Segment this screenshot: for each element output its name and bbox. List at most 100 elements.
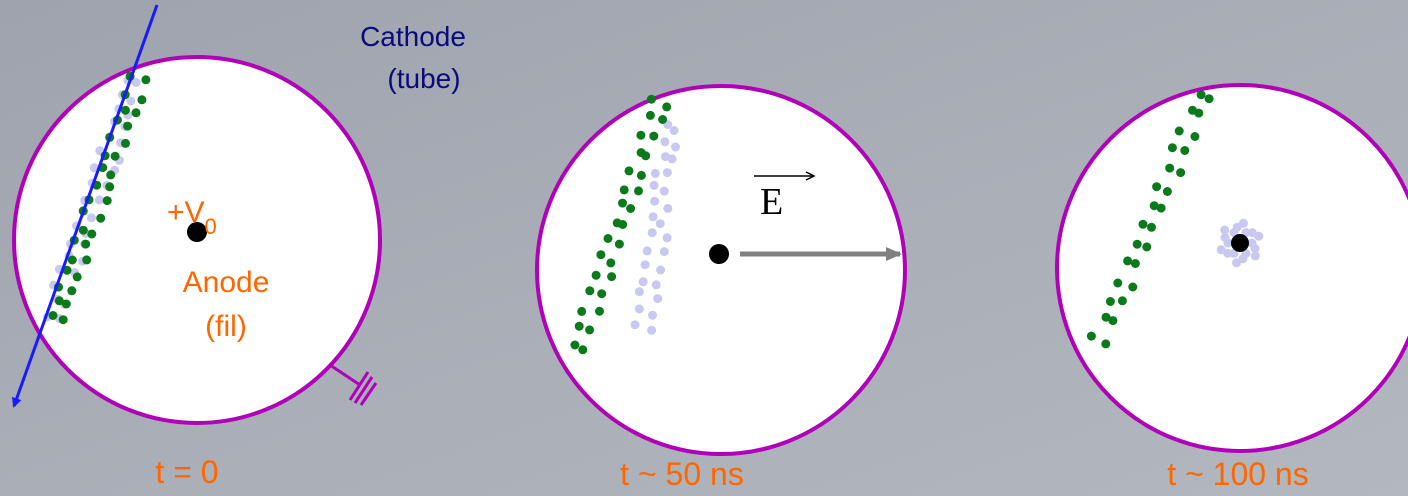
- electron: [1142, 242, 1151, 251]
- electron: [649, 132, 658, 141]
- ion: [651, 169, 660, 178]
- electron: [618, 220, 627, 229]
- ion: [641, 260, 650, 269]
- ion: [1232, 258, 1241, 267]
- electron: [68, 256, 77, 265]
- electron: [604, 234, 613, 243]
- ion: [660, 187, 669, 196]
- ion: [1220, 226, 1229, 235]
- electron: [570, 341, 579, 350]
- ion: [1239, 219, 1248, 228]
- electron: [1168, 143, 1177, 152]
- cathode-sublabel: (tube): [387, 63, 460, 94]
- anode-label: Anode: [183, 266, 270, 299]
- ion: [653, 294, 662, 303]
- ion: [635, 305, 644, 314]
- electron: [1139, 220, 1148, 229]
- ion: [668, 154, 677, 163]
- electron: [1131, 259, 1140, 268]
- ion: [647, 326, 656, 335]
- electron: [596, 250, 605, 259]
- ion: [635, 287, 644, 296]
- electron: [1113, 279, 1122, 288]
- ion: [663, 204, 672, 213]
- electron: [658, 115, 667, 124]
- ion: [648, 311, 657, 320]
- electron: [1133, 240, 1142, 249]
- ion: [631, 320, 640, 329]
- ion: [660, 247, 669, 256]
- electron: [79, 226, 88, 235]
- electron: [607, 272, 616, 281]
- electron: [132, 108, 141, 117]
- electron: [606, 258, 615, 267]
- tube-3: [1057, 85, 1408, 451]
- electron: [1147, 223, 1156, 232]
- electron: [615, 240, 624, 249]
- electron: [636, 131, 645, 140]
- ion: [656, 219, 665, 228]
- electron: [634, 186, 643, 195]
- electron: [67, 286, 76, 295]
- caption: t = 0: [155, 454, 218, 490]
- electron: [595, 307, 604, 316]
- field-label: E: [760, 181, 783, 223]
- caption: t ~ 50 ns: [620, 456, 744, 492]
- electron: [106, 170, 115, 179]
- electron: [1205, 94, 1214, 103]
- electron: [1175, 127, 1184, 136]
- electron: [87, 230, 96, 239]
- ion: [1251, 251, 1260, 260]
- electron: [637, 171, 646, 180]
- ion: [87, 213, 96, 222]
- electron: [1180, 146, 1189, 155]
- electron: [103, 196, 112, 205]
- electron: [1123, 256, 1132, 265]
- electron: [1128, 283, 1137, 292]
- ion: [95, 195, 104, 204]
- ion: [649, 212, 658, 221]
- ion: [670, 126, 679, 135]
- electron: [577, 307, 586, 316]
- electron: [1190, 132, 1199, 141]
- electron: [62, 300, 71, 309]
- electron: [625, 166, 634, 175]
- electron: [578, 345, 587, 354]
- anode-sublabel: (fil): [205, 310, 247, 343]
- electron: [1194, 109, 1203, 118]
- ion: [656, 266, 665, 275]
- electron: [1118, 296, 1127, 305]
- ion: [650, 181, 659, 190]
- ion: [671, 143, 680, 152]
- electron: [123, 122, 132, 131]
- ion: [663, 233, 672, 242]
- electron: [96, 214, 105, 223]
- diagram: E +V0 Anode (fil) Cathode (tube) t = 0 t…: [0, 0, 1408, 496]
- electron: [1197, 90, 1206, 99]
- electron: [1176, 168, 1185, 177]
- ion: [650, 197, 659, 206]
- electron: [1165, 164, 1174, 173]
- ion: [1254, 232, 1263, 241]
- electron: [1108, 316, 1117, 325]
- ion: [1217, 245, 1226, 254]
- electron: [575, 322, 584, 331]
- electron: [1106, 297, 1115, 306]
- cathode-label: Cathode: [360, 21, 466, 52]
- electron: [82, 255, 91, 264]
- electron: [1157, 204, 1166, 213]
- ion: [648, 228, 657, 237]
- electron: [585, 325, 594, 334]
- electron: [73, 272, 82, 281]
- ion: [652, 280, 661, 289]
- ion: [643, 246, 652, 255]
- electron: [585, 286, 594, 295]
- voltage-subscript: 0: [205, 214, 217, 239]
- electron: [141, 75, 150, 84]
- electron: [597, 289, 606, 298]
- electron: [1101, 339, 1110, 348]
- electron: [59, 315, 68, 324]
- electron: [121, 106, 130, 115]
- anode-wire: [1231, 234, 1249, 252]
- ion: [660, 137, 669, 146]
